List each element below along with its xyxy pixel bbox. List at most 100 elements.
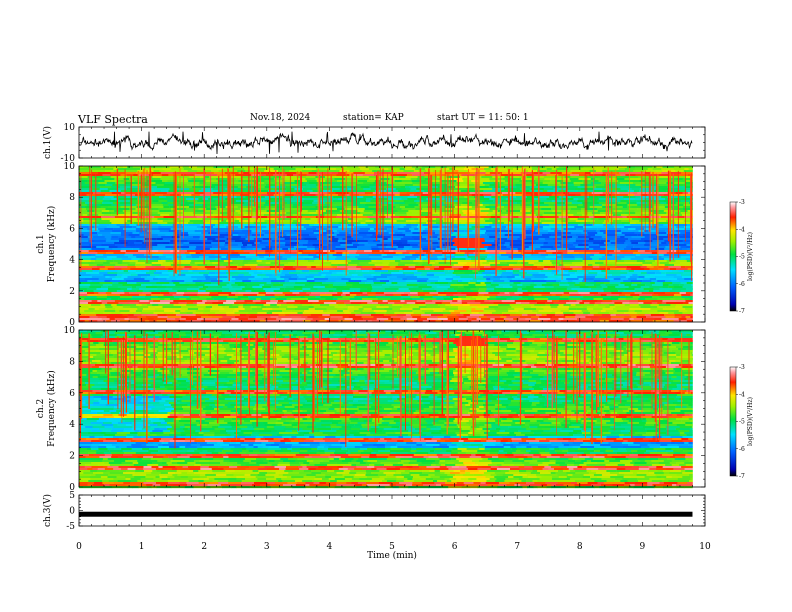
ch1-spectrogram-cell xyxy=(314,248,323,251)
ch1-spectrogram-cell xyxy=(159,280,172,283)
ch1-spectrogram-cell xyxy=(577,290,591,293)
ch1-spectrogram-cell xyxy=(189,246,197,249)
ch1-spectrogram-cell xyxy=(79,236,89,239)
ch1-spectrogram-cell xyxy=(652,226,659,229)
ch1-spectrogram-cell xyxy=(615,276,626,279)
ch1-spectrogram-cell xyxy=(493,302,503,305)
ch1-spectrogram-cell xyxy=(563,264,576,267)
ch1-spectrogram-cell xyxy=(523,228,529,231)
ch1-spectrogram-cell xyxy=(261,260,274,263)
ch1-spectrogram-cell xyxy=(643,302,652,305)
ch1-spectrogram-cell xyxy=(314,278,329,281)
ch1-spectrogram-cell xyxy=(484,294,498,297)
ch1-spectrogram-cell xyxy=(597,272,608,275)
ch1-spectrogram-cell xyxy=(666,260,676,263)
ch1-spectrogram-cell xyxy=(310,252,316,255)
ch1-spectrogram-cell xyxy=(264,196,280,199)
ch1-spectrogram-cell xyxy=(518,294,529,297)
ch1-spectrogram-cell xyxy=(603,260,617,263)
ch1-spectrogram-cell xyxy=(289,290,303,293)
ch1-spectrogram-cell xyxy=(284,220,294,223)
ch1-spectrogram-cell xyxy=(241,230,247,233)
ch1-spectrogram-cell xyxy=(462,284,469,287)
ch1-spectrogram-cell xyxy=(573,182,584,185)
ch1-spectrogram-cell xyxy=(580,168,594,171)
ch1-spectrogram-cell xyxy=(347,220,359,223)
ch1-spectrogram-cell xyxy=(121,248,133,251)
ch1-spectrogram-cell xyxy=(337,304,347,307)
ch1-spectrogram-cell xyxy=(293,228,307,231)
ch1-spectrogram-cell xyxy=(406,250,420,253)
ch1-spectrogram-cell xyxy=(632,274,638,277)
ch1-spectrogram-cell xyxy=(526,176,532,179)
ch1-spectrogram-cell xyxy=(446,240,453,243)
ch1-spectrogram-cell xyxy=(332,254,343,257)
ch1-spectrogram-cell xyxy=(168,274,178,277)
ch1-spectrogram-cell xyxy=(644,276,655,279)
ch1-spectrogram-cell xyxy=(307,210,317,213)
ch1-spectrogram-cell xyxy=(89,256,96,259)
ch1-spectrogram-cell xyxy=(569,230,584,233)
ch1-spectrogram-cell xyxy=(238,304,244,307)
ch1-spectrogram-cell xyxy=(272,208,277,211)
ch1-spectrogram-cell xyxy=(445,172,459,175)
ch1-spectrogram-cell xyxy=(104,258,113,261)
ch1-spectrogram-cell xyxy=(633,230,639,233)
ch1-spectrogram-cell xyxy=(337,292,343,295)
ch1-spectrogram-cell xyxy=(515,192,522,195)
ch1-spectrogram-cell xyxy=(267,172,282,175)
ch1-spectrogram-cell xyxy=(589,270,602,273)
ch1-spectrogram-cell xyxy=(341,220,348,223)
ch1-spectrogram-cell xyxy=(250,280,259,283)
ch1-spectrogram-cell xyxy=(388,184,395,187)
ch1-spectrogram-cell xyxy=(309,270,322,273)
ch1-spectrogram-cell xyxy=(477,290,486,293)
ch1-spectrogram-cell xyxy=(644,230,649,233)
ch1-spectrogram-cell xyxy=(454,206,460,209)
ch1-spectrogram-cell xyxy=(375,266,384,269)
ch1-spectrogram-cell xyxy=(391,282,398,285)
ch1-spectrogram-cell xyxy=(297,216,303,219)
ch1-spectrogram-cell xyxy=(135,244,146,247)
ch1-spectrogram-cell xyxy=(276,304,282,307)
ch1-spectrogram-cell xyxy=(402,278,408,281)
ch1-spectrogram-cell xyxy=(429,276,440,279)
ch1-spectrogram-cell xyxy=(661,196,668,199)
ch1-spectrogram-cell xyxy=(258,210,267,213)
ch1-spectrogram-cell xyxy=(676,272,684,275)
ch1-spectrogram-cell xyxy=(319,230,327,233)
ch1-spectrogram-cell xyxy=(79,280,88,283)
ch1-spectrogram-cell xyxy=(659,270,668,273)
ch1-spectrogram-cell xyxy=(258,246,266,249)
ch1-spectrogram-cell xyxy=(416,198,427,201)
ch1-spectrogram-cell xyxy=(215,266,227,269)
ch1-spectrogram-cell xyxy=(188,238,200,241)
ch1-spectrogram-cell xyxy=(325,254,333,257)
ch1-spectrogram-cell xyxy=(218,244,225,247)
ch1-spectrogram-cell xyxy=(108,246,118,249)
ch1-spectrogram-cell xyxy=(657,302,663,305)
ch1-spectrogram-cell xyxy=(495,208,509,211)
ch1-spectrogram-cell xyxy=(136,240,143,243)
ch1-spectrogram-cell xyxy=(524,254,532,257)
ch1-spectrogram-cell xyxy=(652,294,659,297)
ch1-spectrogram-cell xyxy=(446,246,458,249)
ch1-spectrogram-cell xyxy=(465,240,474,243)
ch1-spectrogram-cell xyxy=(186,290,199,293)
ch1-spectrogram-cell xyxy=(124,254,134,257)
ch1-spectrogram-cell xyxy=(79,174,90,177)
ch1-spectrogram-cell xyxy=(296,244,303,247)
ch1-spectrogram-cell xyxy=(244,168,256,171)
ch1-spectrogram-cell xyxy=(157,222,168,225)
ch1-spectrogram-cell xyxy=(524,198,533,201)
ch1-spectrogram-cell xyxy=(218,182,229,185)
ch1-spectrogram-cell xyxy=(336,302,345,305)
ch1-spectrogram-cell xyxy=(439,284,451,287)
ch1-spectrogram-cell xyxy=(459,232,471,235)
ch1-spectrogram-cell xyxy=(650,172,662,175)
ch1-spectrogram-cell xyxy=(658,228,672,231)
ch1-spectrogram-cell xyxy=(285,192,297,195)
ch1-spectrogram-cell xyxy=(319,298,326,301)
ch1-spectrogram-cell xyxy=(489,296,496,299)
ch1-spectrogram-cell xyxy=(575,194,582,197)
